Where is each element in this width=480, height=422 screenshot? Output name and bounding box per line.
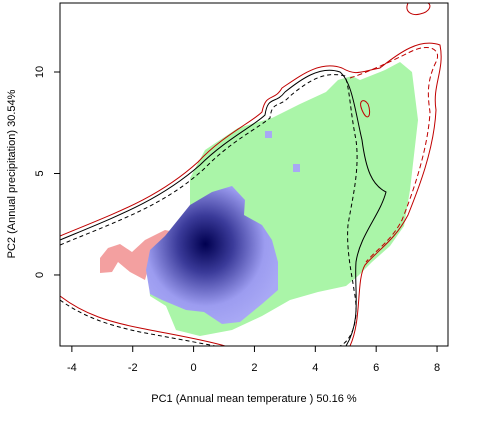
y-tick-label: 10 xyxy=(34,66,46,78)
y-axis-label: PC2 (Annual precipitation) 30.54% xyxy=(6,89,18,258)
contour-solid xyxy=(60,69,387,346)
x-tick-label: 8 xyxy=(434,362,440,374)
contour-dashed xyxy=(60,74,358,346)
x-tick-label: 0 xyxy=(191,362,197,374)
blue-cell xyxy=(265,131,272,138)
blue-cell xyxy=(293,164,300,172)
x-tick-label: -4 xyxy=(67,362,77,374)
x-tick-label: 2 xyxy=(251,362,257,374)
y-tick-label: 0 xyxy=(34,272,46,278)
niche-map xyxy=(60,3,442,346)
contour-red xyxy=(60,42,442,346)
x-tick-label: 4 xyxy=(312,362,318,374)
x-tick-label: -2 xyxy=(128,362,138,374)
contour-top xyxy=(406,3,431,15)
x-axis-label: PC1 (Annual mean temperature ) 50.16 % xyxy=(151,393,357,405)
contour-red-lower xyxy=(60,295,226,346)
contour-loop xyxy=(360,100,371,118)
x-tick-label: 6 xyxy=(373,362,379,374)
pink-region xyxy=(100,230,175,280)
contour-lower xyxy=(60,299,216,346)
blue-region xyxy=(146,186,278,324)
contour-red-dashed xyxy=(349,47,438,263)
y-tick-label: 5 xyxy=(34,170,46,176)
